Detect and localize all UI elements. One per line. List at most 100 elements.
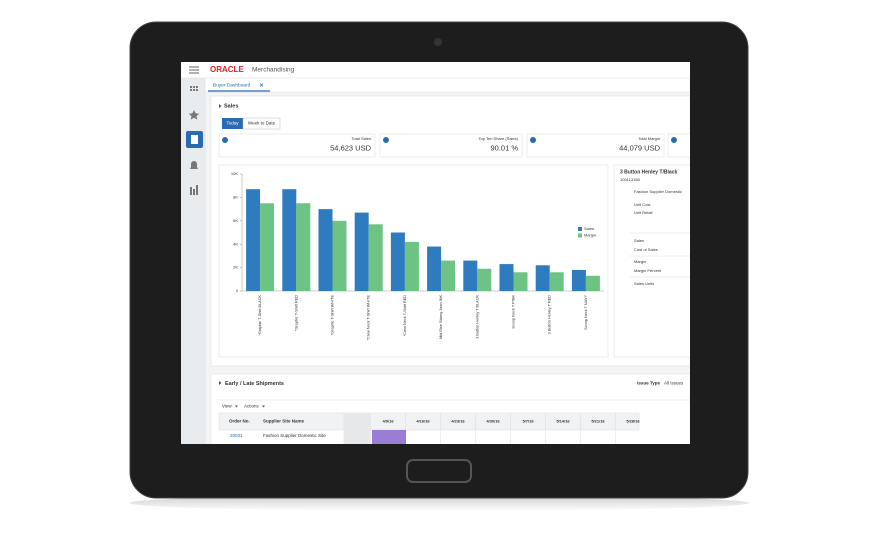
kpi-icon <box>383 137 389 143</box>
bar <box>585 275 600 291</box>
field-label: Margin Percent <box>634 268 662 273</box>
kpi-tile <box>526 133 665 158</box>
y-tick-label: 2K <box>233 265 238 270</box>
collapse-icon[interactable] <box>219 104 222 108</box>
date-header: 4/23/16 <box>451 419 465 424</box>
column-header: Order No. <box>229 419 250 424</box>
detail-title: 3 Button Henley T/Black <box>620 169 677 175</box>
bar <box>477 268 492 291</box>
field-label: Sales Units <box>634 281 654 286</box>
field-label: Cost of Sales <box>634 247 658 252</box>
detail-panel <box>613 164 690 358</box>
menu-icon[interactable] <box>189 66 199 74</box>
kpi-tile <box>379 133 523 158</box>
bar <box>513 272 528 291</box>
date-header: 5/28/16 <box>626 419 640 424</box>
field-label: Sales <box>634 238 644 243</box>
bar <box>332 220 347 291</box>
brand: ORACLE <box>210 65 244 74</box>
bar <box>549 272 564 291</box>
tablet-shadow <box>129 495 749 511</box>
x-tick-label: *Graphic T-Shirt BLACK <box>258 295 262 336</box>
legend-swatch <box>578 233 582 238</box>
tasks-glyph <box>191 135 198 144</box>
reports-icon[interactable] <box>190 185 198 195</box>
button-label[interactable]: Today <box>226 121 239 126</box>
kpi-icon <box>222 137 228 143</box>
bar <box>246 189 261 291</box>
supplier-site: Fashion Supplier Domestic Site <box>263 433 326 438</box>
bar <box>368 224 383 291</box>
detail-fields: Unit Cost Unit Retail Sales Cost of Sales Ma… <box>634 202 662 286</box>
tab[interactable]: Buyer Dashboard <box>213 82 251 88</box>
tab-bar <box>204 77 690 93</box>
section-title: Early / Late Shipments <box>225 381 284 387</box>
button-label[interactable]: Week to Date <box>248 121 276 126</box>
top-bar <box>181 62 690 78</box>
gantt: 4/9/16 4/16/16 4/23/16 4/30/16 5/7/16 5/14/16… <box>370 413 640 444</box>
favorites-icon[interactable] <box>188 110 200 120</box>
x-tick-label: Scoop Neck T NAVY <box>584 295 588 330</box>
x-tick-label: 3 Button Henley T RED <box>548 295 552 335</box>
bar <box>441 260 456 291</box>
bar <box>318 209 333 291</box>
gantt-gap <box>344 413 370 444</box>
legend-label: Margin <box>584 233 596 238</box>
home-button[interactable] <box>406 459 472 483</box>
toolbar-item[interactable]: Actions <box>244 404 260 409</box>
order-no[interactable]: 20031 <box>230 433 243 438</box>
bar <box>390 232 405 291</box>
table-header <box>218 412 640 431</box>
dropdown-icon[interactable] <box>235 405 238 408</box>
x-tick-label: Scoop Neck T PINK <box>512 295 516 329</box>
legend-swatch <box>578 227 582 231</box>
x-tick-label: 3 Button Henley T BLACK <box>475 295 479 339</box>
shipments-panel <box>210 373 690 444</box>
filter-label: Issue Type <box>637 381 660 386</box>
kpi-value: 54,623 USD <box>330 143 371 152</box>
apps-icon[interactable] <box>190 86 198 91</box>
field-label: Unit Retail <box>634 210 653 215</box>
kpi-label: Top Ten Share (Sales) <box>478 136 518 141</box>
x-tick-label: *Crew Neck T-Shirt RED <box>403 295 407 337</box>
date-header: 5/7/16 <box>522 419 534 424</box>
dropdown-icon[interactable] <box>262 405 265 408</box>
bar <box>463 260 478 291</box>
kpi-icon <box>671 137 677 143</box>
kpi-label: Total Sales <box>351 136 371 141</box>
field-label: Margin <box>634 259 646 264</box>
y-tick-label: 6K <box>233 218 238 223</box>
product: Merchandising <box>252 67 295 74</box>
bar <box>427 246 442 291</box>
bar <box>571 269 586 291</box>
bar <box>354 212 369 291</box>
button[interactable] <box>242 117 281 130</box>
x-tick-label: Mid Rise Skinny Jean INK <box>439 295 443 339</box>
notifications-icon[interactable] <box>190 161 198 169</box>
column-header: Supplier Site Name <box>263 419 305 424</box>
toolbar-item[interactable]: View <box>222 404 232 409</box>
date-header: 4/30/16 <box>486 419 500 424</box>
legend-label: Sales <box>584 226 594 231</box>
collapse-icon[interactable] <box>219 381 222 385</box>
tab-close[interactable] <box>259 83 264 87</box>
detail-id: 100113158 <box>620 177 641 182</box>
x-tick-label: *Graphic T-Shirt WHITE <box>331 295 335 336</box>
y-tick-label: 4K <box>233 241 238 246</box>
kpi-label: Total Margin <box>638 136 660 141</box>
y-tick-label: 0 <box>236 288 239 293</box>
y-tick-label: 8K <box>233 194 238 199</box>
bar <box>260 203 275 291</box>
kpi-value: 44,079 USD <box>619 143 660 152</box>
detail-supplier: Fashion Supplier Domestic <box>634 189 682 194</box>
camera <box>434 38 442 46</box>
field-label: Unit Cost <box>634 202 651 207</box>
bar <box>404 241 419 291</box>
filter-value[interactable]: All Issues <box>664 381 684 386</box>
kpi-icon <box>530 137 536 143</box>
bar <box>535 265 550 291</box>
button[interactable] <box>222 118 243 129</box>
kpi-value: 90.01 % <box>490 143 518 152</box>
bar <box>499 264 514 291</box>
